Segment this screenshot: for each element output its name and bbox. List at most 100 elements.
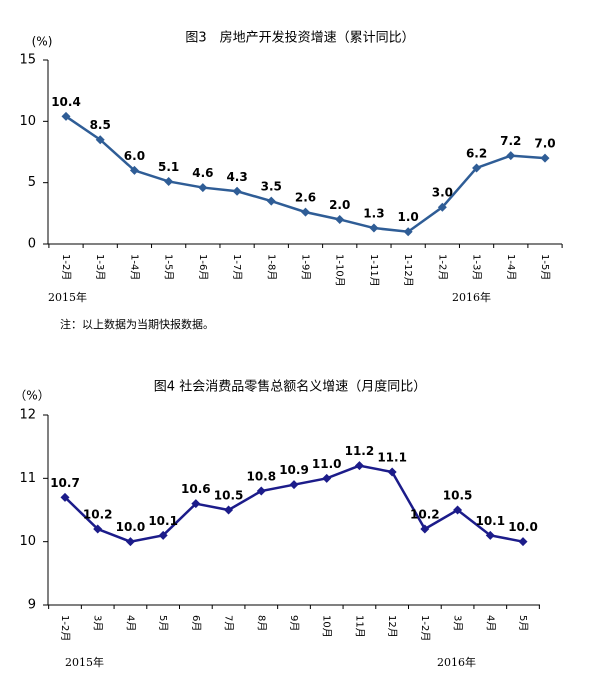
x-tick-label: 1-4月 [128, 254, 140, 280]
x-tick-label: 5月 [157, 615, 169, 631]
marker [403, 227, 413, 237]
value-label: 2.6 [295, 191, 316, 205]
value-label: 11.2 [345, 444, 375, 458]
marker [266, 196, 276, 206]
value-label: 11.0 [312, 457, 342, 471]
marker [232, 186, 242, 196]
marker [506, 151, 516, 161]
marker [224, 505, 234, 515]
value-label: 10.5 [214, 489, 244, 503]
x-tick-label: 1-12月 [402, 254, 414, 287]
year-label: 2015年 [65, 655, 104, 669]
marker [289, 480, 299, 490]
year-label: 2016年 [437, 655, 476, 669]
value-label: 10.0 [508, 520, 538, 534]
x-tick-label: 4月 [484, 615, 496, 631]
marker [335, 214, 345, 224]
value-label: 10.4 [51, 95, 81, 109]
value-label: 10.6 [181, 482, 211, 496]
x-tick-label: 3月 [92, 615, 104, 631]
x-tick-label: 5月 [517, 615, 529, 631]
chart-title: 图4 社会消费品零售总额名义增速（月度同比） [154, 379, 426, 395]
value-label: 2.0 [329, 198, 350, 212]
x-tick-label: 11月 [353, 615, 365, 638]
marker [61, 111, 71, 121]
x-tick-label: 6月 [190, 615, 202, 631]
y-tick-label: 0 [28, 237, 36, 252]
value-label: 10.1 [475, 514, 505, 528]
x-tick-label: 1-2月 [419, 615, 431, 641]
marker [95, 135, 105, 145]
marker [93, 524, 103, 534]
x-tick-label: 4月 [124, 615, 136, 631]
value-label: 3.0 [432, 186, 453, 200]
value-label: 1.0 [398, 210, 419, 224]
x-tick-label: 7月 [223, 615, 235, 631]
marker [518, 537, 528, 547]
marker [125, 537, 135, 547]
marker [369, 223, 379, 233]
value-label: 6.2 [466, 146, 487, 160]
marker [453, 505, 463, 515]
chart-title: 图3 房地产开发投资增速（累计同比） [185, 30, 414, 46]
marker [485, 530, 495, 540]
x-tick-label: 1-2月 [436, 254, 448, 280]
year-label: 2015年 [48, 290, 87, 304]
x-tick-label: 1-5月 [539, 254, 551, 280]
x-tick-label: 1-5月 [163, 254, 175, 280]
marker [158, 530, 168, 540]
y-tick-label: 12 [19, 408, 36, 423]
marker [301, 207, 310, 217]
value-label: 10.2 [83, 508, 113, 522]
marker [256, 486, 266, 496]
x-tick-label: 1-4月 [505, 254, 517, 280]
marker [472, 163, 482, 173]
x-tick-label: 1-2月 [60, 254, 72, 280]
y-tick-label: 15 [19, 53, 36, 68]
y-tick-label: 5 [28, 175, 36, 190]
value-label: 5.1 [158, 160, 179, 174]
x-tick-label: 1-3月 [471, 254, 483, 280]
marker [540, 153, 550, 163]
marker [354, 461, 364, 471]
marker [322, 473, 332, 483]
value-label: 7.0 [534, 137, 555, 151]
marker [129, 165, 139, 175]
value-label: 10.7 [50, 476, 80, 490]
x-tick-label: 10月 [321, 615, 333, 638]
note: 注：以上数据为当期快报数据。 [60, 317, 214, 331]
value-label: 10.9 [279, 463, 309, 477]
x-tick-label: 8月 [255, 615, 267, 631]
year-label: 2016年 [452, 290, 491, 304]
marker [164, 176, 174, 186]
marker [420, 524, 430, 534]
marker [387, 467, 397, 477]
value-label: 10.0 [116, 520, 146, 534]
value-label: 10.1 [148, 514, 178, 528]
value-label: 4.6 [192, 166, 213, 180]
marker [60, 492, 70, 502]
x-tick-label: 1-11月 [368, 254, 380, 287]
x-tick-label: 3月 [452, 615, 464, 631]
value-label: 10.2 [410, 508, 440, 522]
value-label: 8.5 [90, 118, 111, 132]
y-tick-label: 11 [19, 471, 36, 486]
x-tick-label: 12月 [386, 615, 398, 638]
x-tick-label: 1-8月 [265, 254, 277, 280]
x-tick-label: 1-7月 [231, 254, 243, 280]
x-tick-label: 1-9月 [300, 254, 312, 280]
marker [198, 183, 208, 193]
unit-label: （%） [14, 389, 49, 403]
unit-label: (%) [32, 35, 53, 49]
x-tick-label: 1-2月 [59, 615, 71, 641]
value-label: 4.3 [226, 170, 247, 184]
x-tick-label: 1-6月 [197, 254, 209, 280]
y-tick-label: 10 [19, 534, 36, 549]
value-label: 3.5 [261, 180, 282, 194]
value-label: 10.8 [246, 470, 276, 484]
x-tick-label: 1-3月 [94, 254, 106, 280]
y-tick-label: 10 [19, 114, 36, 129]
value-label: 7.2 [500, 134, 521, 148]
